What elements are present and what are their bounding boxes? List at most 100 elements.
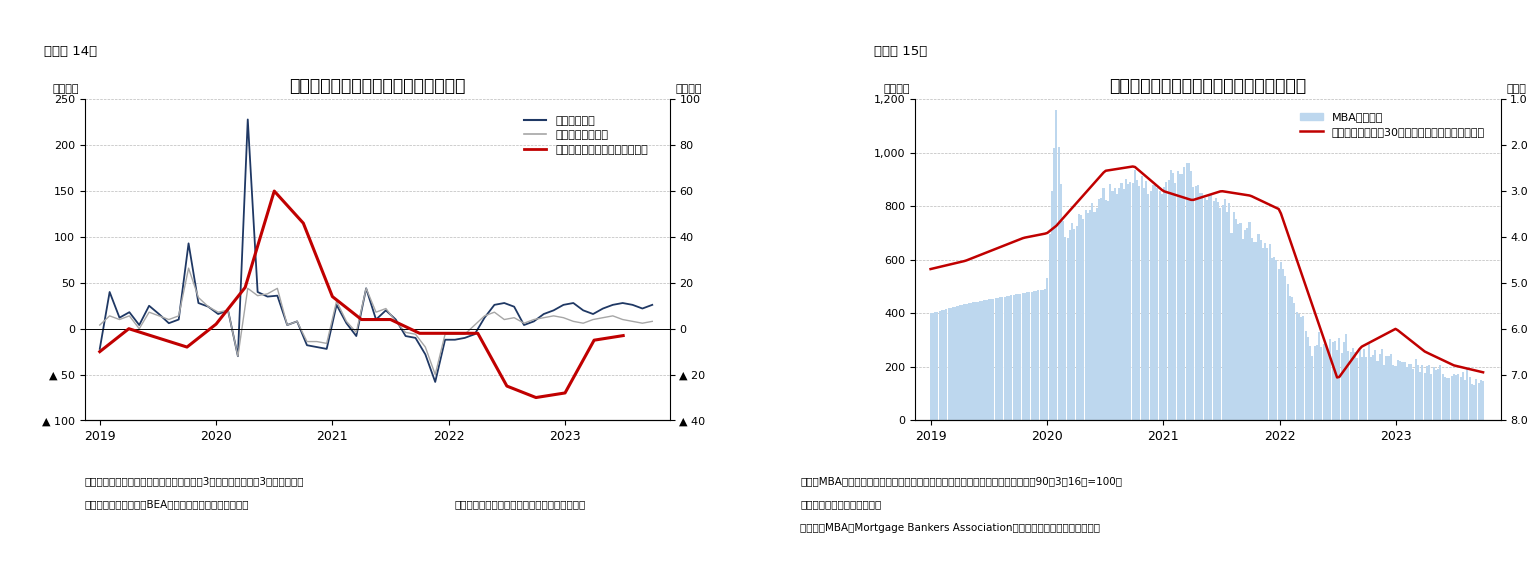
Bar (1276, 260, 1277, 420)
Bar (1376, 361, 1379, 420)
Bar (1365, 357, 1367, 420)
Bar (1404, 362, 1405, 420)
Bar (1122, 189, 1125, 420)
Bar (1154, 183, 1156, 420)
Bar (983, 300, 985, 420)
Text: （着工・建築許可：月次、住宅投資：四半期）: （着工・建築許可：月次、住宅投資：四半期） (454, 499, 585, 509)
Bar (1224, 199, 1227, 420)
Bar (1311, 356, 1313, 420)
Bar (1464, 380, 1467, 420)
Bar (1159, 191, 1160, 420)
Bar (1039, 290, 1042, 420)
Bar (1056, 110, 1057, 420)
Bar (1082, 219, 1085, 420)
Bar (960, 305, 963, 420)
Bar (1174, 183, 1176, 420)
Bar (1251, 238, 1253, 420)
Bar (1145, 181, 1147, 420)
Bar (1203, 199, 1205, 420)
Bar (1314, 346, 1316, 420)
Bar (1320, 346, 1322, 420)
Bar (1257, 234, 1259, 420)
Bar (1253, 242, 1254, 420)
Legend: 住宅着工件数, 住宅建築許可件数, 住宅投資（実質伸び率、右軸）: 住宅着工件数, 住宅建築許可件数, 住宅投資（実質伸び率、右軸） (520, 112, 653, 159)
Bar (1384, 365, 1385, 420)
Bar (1371, 356, 1374, 420)
Bar (993, 298, 994, 420)
Bar (940, 310, 943, 420)
Bar (1327, 352, 1330, 420)
Bar (1244, 230, 1247, 420)
Bar (1107, 201, 1110, 420)
Bar (988, 300, 990, 420)
Bar (1399, 361, 1400, 420)
Bar (973, 303, 974, 420)
Bar (954, 307, 956, 420)
Bar (1296, 311, 1297, 420)
Bar (1228, 203, 1230, 420)
Bar (943, 310, 945, 420)
Bar (1151, 185, 1154, 420)
Bar (1110, 183, 1111, 420)
Bar (1388, 356, 1390, 420)
Bar (1136, 180, 1139, 420)
Bar (1156, 188, 1159, 420)
Bar (1060, 183, 1062, 420)
Bar (1476, 380, 1477, 420)
Bar (1444, 377, 1447, 420)
Bar (1264, 244, 1267, 420)
Bar (1248, 223, 1251, 420)
Bar (1271, 258, 1273, 420)
Bar (1048, 234, 1051, 420)
Text: （資料）MBA（Mortgage Bankers Association）よりニッセイ基礎研究所作成: （資料）MBA（Mortgage Bankers Association）よりニ… (800, 523, 1100, 533)
Bar (1390, 354, 1393, 420)
Bar (1459, 377, 1462, 420)
Bar (1031, 291, 1033, 420)
Bar (1023, 293, 1027, 420)
Bar (1360, 357, 1364, 420)
Bar (1002, 297, 1003, 420)
Bar (1100, 198, 1102, 420)
Bar (1163, 187, 1165, 420)
Bar (1334, 341, 1336, 420)
Bar (1260, 241, 1262, 420)
Bar (963, 304, 965, 420)
Bar (1036, 291, 1037, 420)
Bar (1442, 374, 1444, 420)
Bar (1291, 297, 1293, 420)
Bar (1364, 349, 1365, 420)
Bar (1247, 228, 1248, 420)
Bar (1179, 174, 1180, 420)
Bar (1467, 369, 1468, 420)
Bar (1351, 349, 1354, 420)
Bar (1293, 303, 1296, 420)
Bar (1017, 294, 1019, 420)
Bar (1087, 213, 1088, 420)
Bar (1287, 284, 1288, 420)
Bar (1114, 187, 1116, 420)
Bar (1190, 171, 1193, 420)
Bar (1003, 297, 1005, 420)
Bar (1310, 346, 1311, 420)
Title: 住宅ローン金利および住宅ローン申請件数: 住宅ローン金利および住宅ローン申請件数 (1110, 77, 1307, 95)
Bar (1285, 276, 1287, 420)
Bar (1424, 373, 1425, 420)
Bar (1177, 171, 1179, 420)
Bar (1160, 194, 1163, 420)
Bar (1297, 314, 1300, 420)
Bar (1350, 352, 1351, 420)
Bar (970, 303, 973, 420)
Bar (1428, 365, 1430, 420)
Bar (1057, 147, 1060, 420)
Bar (1385, 356, 1388, 420)
Bar (1127, 184, 1130, 420)
Bar (1234, 219, 1237, 420)
Bar (1448, 378, 1450, 420)
Bar (930, 314, 931, 420)
Bar (1028, 292, 1031, 420)
Text: （図表 15）: （図表 15） (874, 44, 928, 58)
Bar (1168, 179, 1170, 420)
Bar (1068, 231, 1071, 420)
Bar (1125, 179, 1127, 420)
Bar (1085, 210, 1087, 420)
